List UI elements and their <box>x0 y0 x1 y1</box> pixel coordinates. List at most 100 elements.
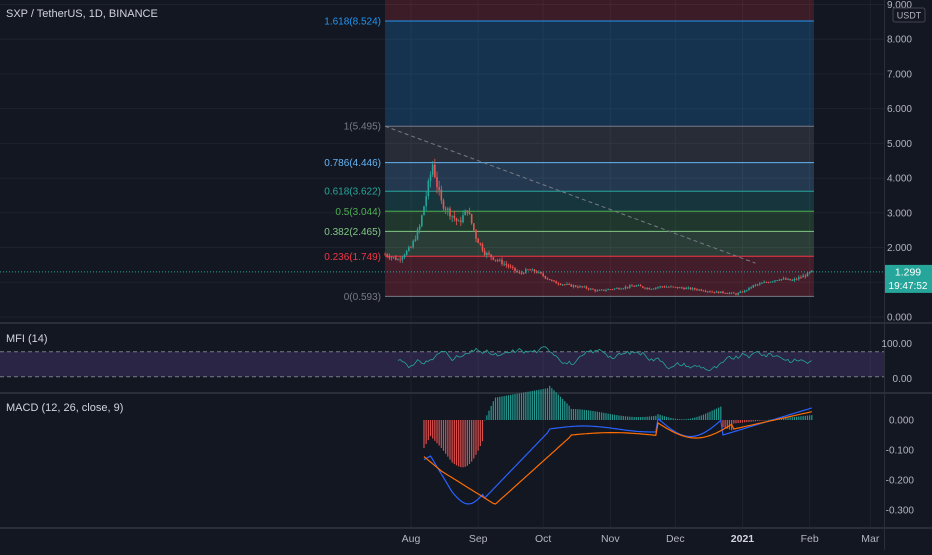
candle-body-46 <box>483 250 486 255</box>
macd-hist-161 <box>746 420 748 423</box>
macd-hist-49 <box>503 396 505 420</box>
candle-body-126 <box>657 287 659 289</box>
macd-label[interactable]: MACD (12, 26, close, 9) <box>6 402 124 414</box>
macd-hist-25 <box>451 420 453 463</box>
candle-body-35 <box>460 220 462 223</box>
candle-body-56 <box>505 263 508 266</box>
candle-body-23 <box>434 164 436 178</box>
candle-body-38 <box>466 210 469 213</box>
macd-hist-14 <box>427 420 429 441</box>
macd-hist-182 <box>791 417 793 420</box>
macd-hist-20 <box>440 420 442 448</box>
candle-body-0 <box>384 254 386 256</box>
candle-body-146 <box>700 289 703 291</box>
candle-body-71 <box>538 271 540 273</box>
price-tick-9: 0.000 <box>887 313 912 324</box>
macd-hist-147 <box>715 408 718 420</box>
candle-body-118 <box>639 285 642 287</box>
fib-zone-3 <box>385 191 814 212</box>
candle-body-39 <box>468 212 471 214</box>
mfi-label[interactable]: MFI (14) <box>6 333 48 345</box>
macd-hist-181 <box>789 417 791 420</box>
mfi-tick-1: 0.00 <box>893 374 913 385</box>
macd-hist-140 <box>700 415 702 420</box>
candle-body-93 <box>585 286 588 289</box>
candle-body-29 <box>447 208 449 210</box>
candle-body-185 <box>785 278 787 280</box>
candle-body-84 <box>566 284 568 285</box>
macd-hist-51 <box>507 395 510 420</box>
candle-body-119 <box>642 286 644 288</box>
macd-hist-113 <box>642 416 644 420</box>
time-label-7: Mar <box>861 533 880 545</box>
macd-hist-13 <box>425 420 427 444</box>
candle-body-147 <box>702 290 705 292</box>
candle-body-179 <box>772 281 774 283</box>
candle-body-87 <box>572 285 575 287</box>
candle-body-69 <box>533 269 536 272</box>
candle-body-5 <box>395 257 397 260</box>
candle-body-98 <box>596 290 599 292</box>
macd-hist-178 <box>783 418 785 420</box>
candle-body-72 <box>540 271 542 274</box>
macd-hist-138 <box>696 416 698 420</box>
macd-hist-153 <box>728 420 731 430</box>
candle-body-184 <box>782 278 785 280</box>
candle-body-151 <box>711 291 713 293</box>
macd-hist-65 <box>538 389 540 420</box>
candle-body-59 <box>512 266 514 268</box>
candle-body-92 <box>583 286 586 288</box>
macd-hist-186 <box>800 416 802 420</box>
macd-hist-92 <box>596 411 598 420</box>
macd-hist-167 <box>759 420 761 421</box>
candle-body-31 <box>451 215 453 217</box>
candle-body-160 <box>730 292 733 294</box>
candle-body-61 <box>516 270 518 272</box>
macd-hist-46 <box>497 397 499 420</box>
candle-body-28 <box>444 208 447 210</box>
macd-hist-183 <box>793 416 796 420</box>
candle-body-57 <box>507 265 510 267</box>
candle-body-86 <box>570 284 573 287</box>
candle-body-49 <box>490 254 492 258</box>
macd-hist-18 <box>436 420 438 444</box>
candle-body-85 <box>568 284 570 285</box>
macd-hist-169 <box>763 420 765 421</box>
macd-hist-143 <box>707 412 709 420</box>
macd-hist-139 <box>698 416 700 420</box>
macd-hist-134 <box>687 418 689 420</box>
macd-hist-33 <box>468 420 471 464</box>
candle-body-17 <box>421 215 423 227</box>
macd-hist-66 <box>540 389 542 420</box>
candle-body-180 <box>774 280 776 282</box>
symbol-header[interactable]: SXP / TetherUS, 1D, BINANCE <box>6 8 158 20</box>
candle-body-62 <box>518 271 521 273</box>
candle-body-174 <box>761 282 763 284</box>
candle-body-150 <box>709 291 711 293</box>
macd-hist-100 <box>614 414 616 420</box>
macd-hist-58 <box>523 392 525 420</box>
candle-body-42 <box>475 230 477 239</box>
candle-body-141 <box>689 287 692 290</box>
fib-label-4: 0.5(3.044) <box>335 207 381 218</box>
candle-body-12 <box>410 247 412 249</box>
macd-hist-117 <box>650 416 653 420</box>
candle-body-165 <box>741 291 744 293</box>
macd-hist-104 <box>622 416 624 420</box>
candle-body-134 <box>674 286 677 288</box>
candle-body-137 <box>681 287 683 289</box>
macd-hist-17 <box>434 420 436 441</box>
candle-body-110 <box>622 288 625 290</box>
fib-zone-5 <box>385 231 814 257</box>
macd-hist-116 <box>648 416 650 420</box>
macd-hist-165 <box>754 420 757 422</box>
price-tick-4: 5.000 <box>887 139 912 150</box>
macd-hist-131 <box>681 419 683 420</box>
macd-hist-71 <box>551 388 553 420</box>
candle-body-196 <box>808 272 811 273</box>
candle-body-10 <box>405 250 408 256</box>
candle-body-51 <box>494 259 497 261</box>
macd-hist-23 <box>447 420 449 457</box>
